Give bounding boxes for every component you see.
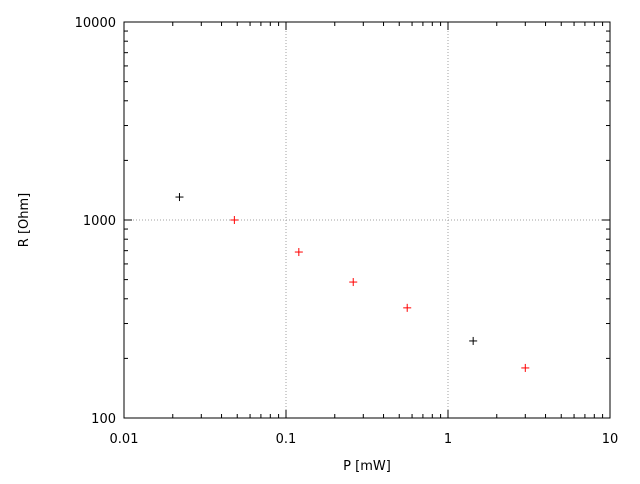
y-axis-label: R [Ohm] <box>17 193 32 247</box>
y-tick-label: 100 <box>91 412 116 427</box>
points <box>175 193 530 372</box>
data-point <box>175 193 184 202</box>
data-point <box>469 336 478 345</box>
x-tick-label: 0.1 <box>276 432 297 447</box>
x-tick-label: 1 <box>444 432 452 447</box>
data-point <box>230 216 239 224</box>
x-tick-label: 10 <box>602 432 619 447</box>
data-point <box>403 303 412 312</box>
data-point <box>521 363 530 372</box>
x-axis-label: P [mW] <box>343 459 391 474</box>
x-tick-label: 0.01 <box>110 432 139 447</box>
ticks: 0.01 0.1 1 10 100 1000 10000 <box>75 16 619 447</box>
data-point <box>294 248 303 257</box>
grid <box>124 22 610 418</box>
data-point <box>349 278 358 287</box>
y-tick-label: 1000 <box>83 214 116 229</box>
y-tick-label: 10000 <box>75 16 116 31</box>
